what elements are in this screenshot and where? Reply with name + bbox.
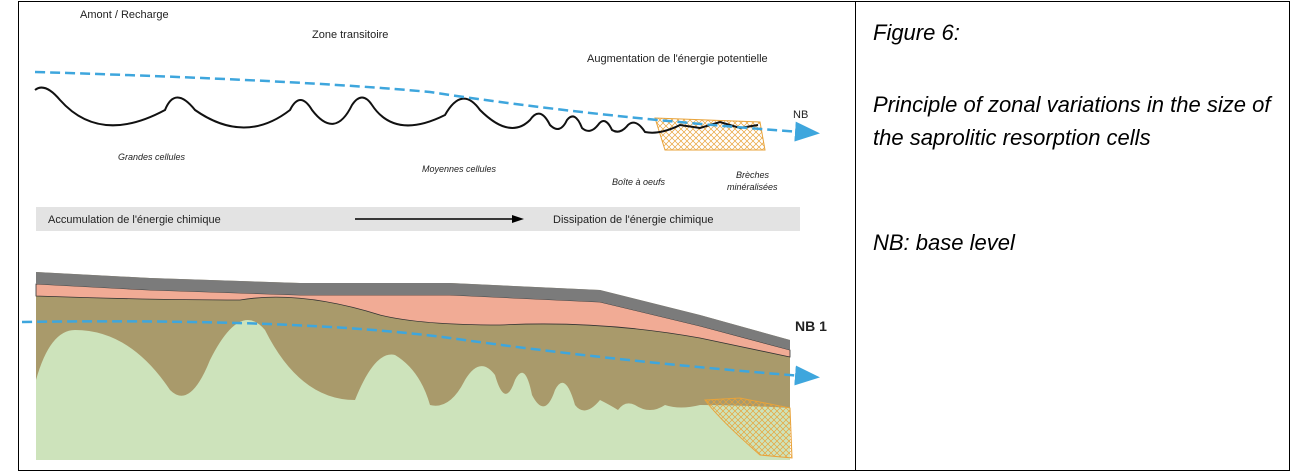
label: Augmentation de l'énergie potentielle	[587, 53, 768, 65]
label: minéralisées	[727, 182, 778, 192]
caption-note: NB: base level	[873, 230, 1015, 255]
label: NB	[793, 109, 808, 121]
bedrock	[36, 320, 790, 460]
label: Accumulation de l'énergie chimique	[48, 214, 221, 226]
cell-divider	[855, 1, 856, 471]
label: Zone transitoire	[312, 29, 388, 41]
breccia-zone	[654, 117, 766, 151]
label: Dissipation de l'énergie chimique	[553, 214, 713, 226]
laterite	[35, 283, 791, 358]
cell-profile	[34, 86, 759, 134]
water-table	[34, 70, 820, 142]
breccia-zone	[704, 397, 793, 459]
label: Moyennes cellules	[422, 164, 497, 174]
cuirass	[36, 272, 790, 350]
caption-title: Principle of zonal variations in the siz…	[873, 92, 1271, 150]
water-table	[21, 320, 820, 386]
arrow-head	[512, 215, 524, 223]
label: Amont / Recharge	[80, 9, 169, 21]
label: Brèches	[736, 170, 770, 180]
caption-figure: Figure 6:	[873, 20, 960, 45]
diagram: Amont / Recharge Zone transitoire Augmen…	[21, 9, 827, 460]
label: Boîte à oeufs	[612, 177, 666, 187]
page: Amont / Recharge Zone transitoire Augmen…	[18, 1, 1290, 471]
label: Grandes cellules	[118, 152, 186, 162]
label: NB 1	[795, 318, 827, 334]
